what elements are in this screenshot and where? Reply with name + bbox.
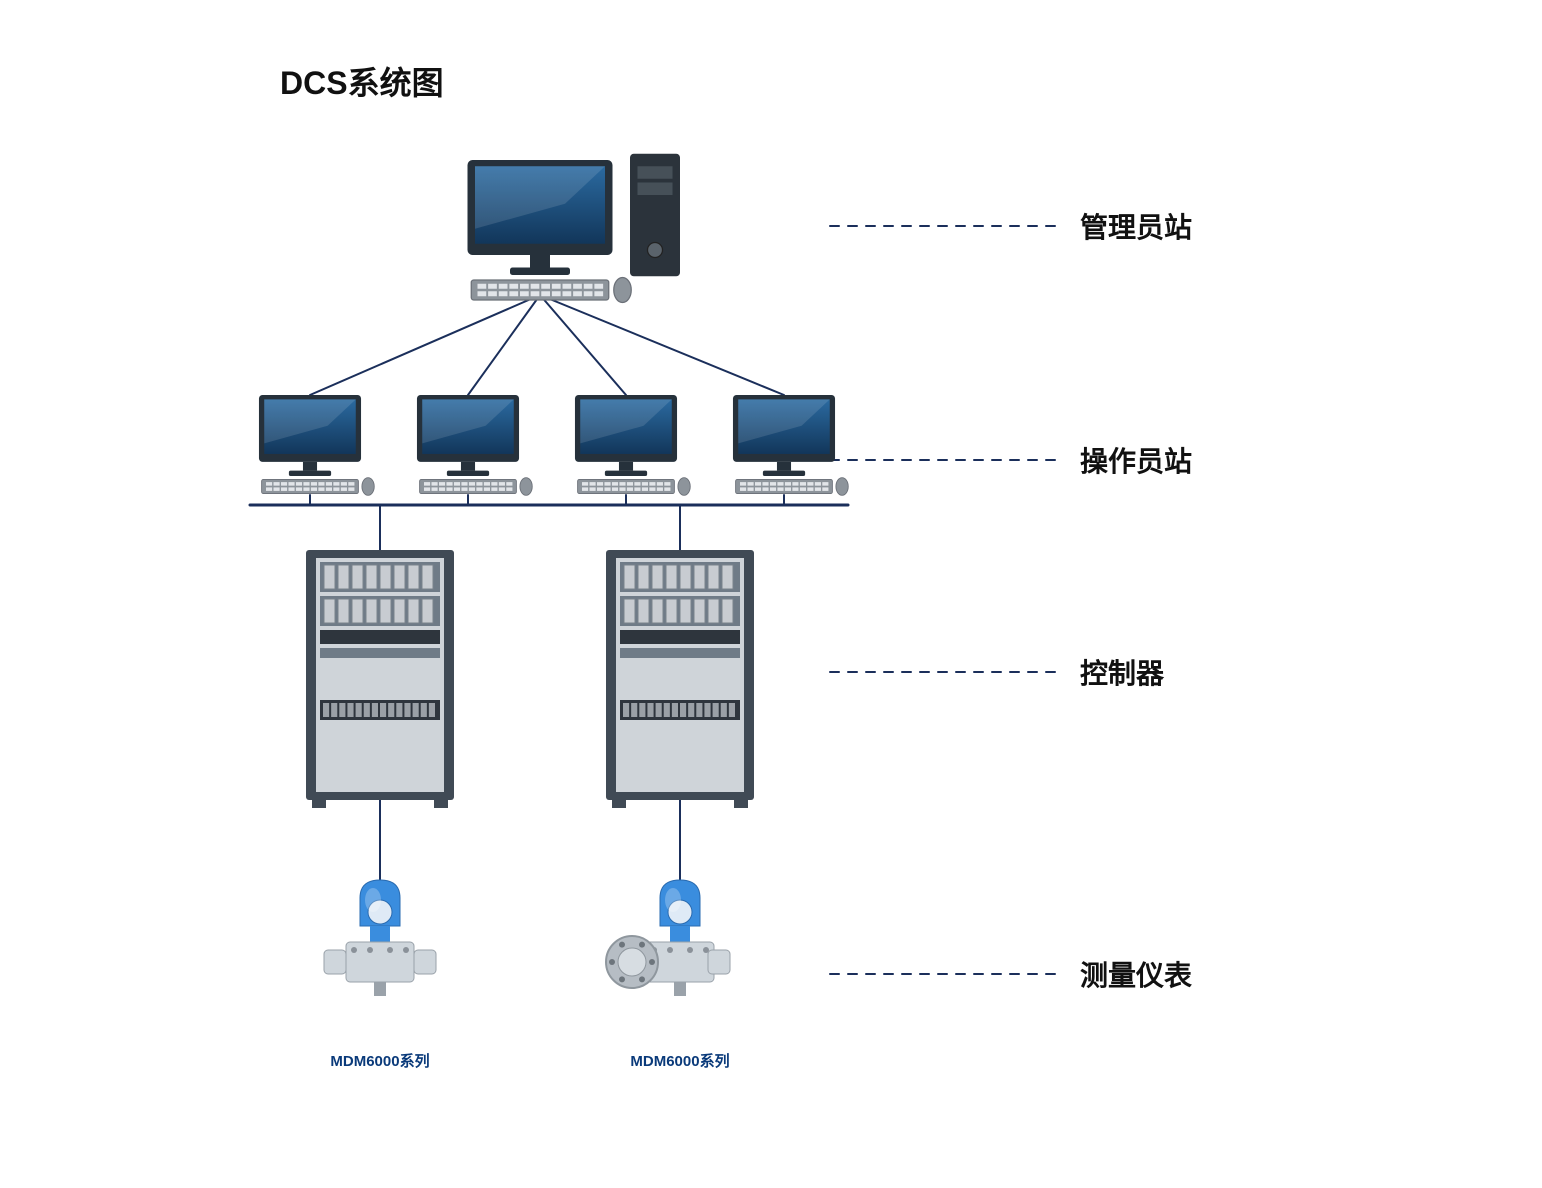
diagram-title: DCS系统图 <box>280 58 444 104</box>
tier-label-ctrl: 控制器 <box>1080 652 1164 692</box>
tier-label-sensor: 测量仪表 <box>1080 954 1192 994</box>
sensor-label-1: MDM6000系列 <box>620 1050 740 1071</box>
tier-label-admin: 管理员站 <box>1080 206 1192 246</box>
tier-label-operator: 操作员站 <box>1080 440 1192 480</box>
diagram-canvas: DCS系统图 管理员站 操作员站 控制器 测量仪表 MDM6000系列 MDM6… <box>0 0 1542 1188</box>
diagram-svg <box>0 0 1542 1188</box>
sensor-label-0: MDM6000系列 <box>320 1050 440 1071</box>
